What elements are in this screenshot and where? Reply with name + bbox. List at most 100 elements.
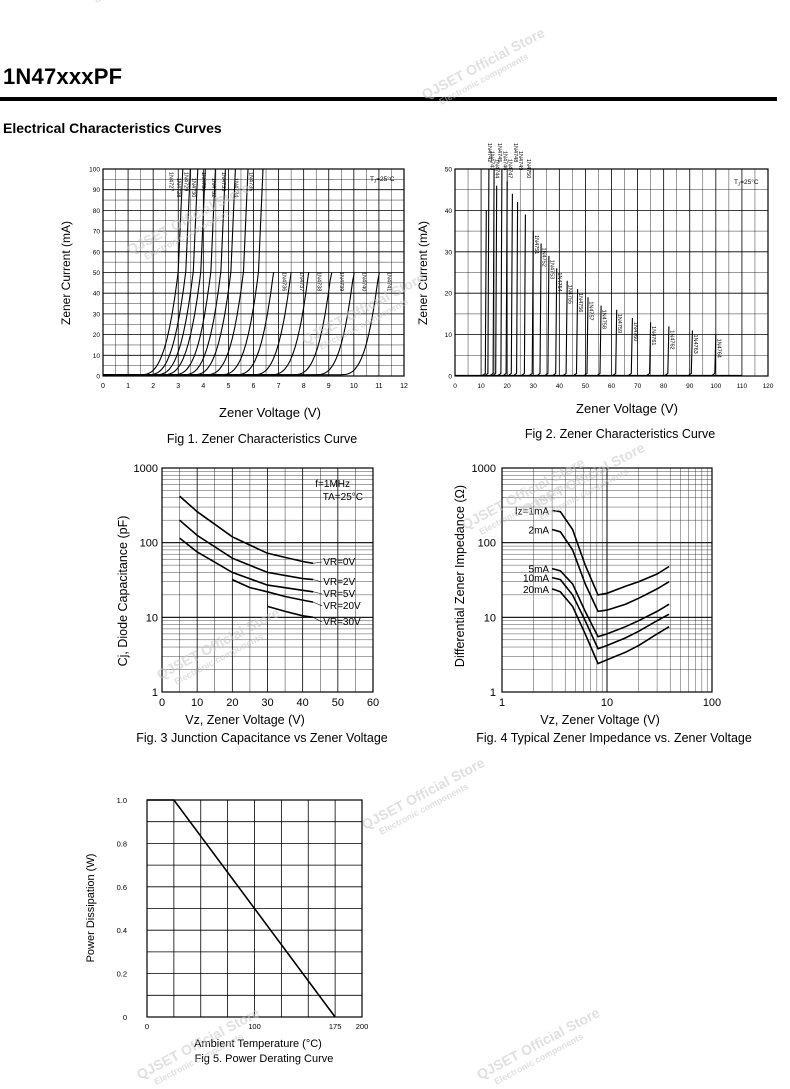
fig4-x-tick-label: 10 — [601, 697, 613, 709]
fig4-series-line — [551, 567, 670, 638]
fig4-y-axis-label: Differential Zener Impedance (Ω) — [453, 485, 467, 667]
fig3-y-tick-label: 10 — [146, 612, 158, 624]
fig2-series-line — [562, 280, 568, 376]
fig2-x-tick-label: 80 — [660, 383, 668, 390]
fig2-x-tick-label: 40 — [556, 383, 564, 390]
fig4-series-label: 20mA — [523, 585, 549, 596]
fig2-series-line — [646, 322, 652, 376]
fig2-series-line — [536, 243, 542, 376]
document-title: 1N47xxxPF — [3, 64, 123, 89]
fig4-x-tick-label: 100 — [703, 697, 721, 709]
fig2-x-tick-label: 10 — [477, 383, 485, 390]
fig2-series-label: 1N4757 — [588, 301, 594, 320]
fig1-x-tick-label: 7 — [277, 383, 281, 390]
fig3-series-label: VR=20V — [323, 601, 361, 612]
fig2-series-label: 1N4743 — [488, 151, 494, 170]
fig2-series-label: 1N4760 — [632, 322, 638, 341]
fig2-chart: 0 10 20 30 40 50 60 70 80 90 100 110 120 0 10 20 30 40 50 1… — [416, 143, 774, 441]
fig3-y-tick-label: 100 — [140, 538, 158, 550]
fig2-x-tick-label: 70 — [634, 383, 642, 390]
fig2-series-line — [628, 317, 633, 376]
fig2-series-label: 1N4755 — [567, 285, 573, 304]
fig2-series-label: 1N4754 — [556, 272, 562, 291]
fig3-chart: 0 10 20 30 40 50 601101001000VR=0VVR=2VVR=5VVR… — [116, 463, 388, 745]
fig2-series-line — [552, 268, 558, 376]
fig1-y-axis-label: Zener Current (mA) — [59, 221, 73, 325]
section-heading: Electrical Characteristics Curves — [3, 120, 222, 136]
fig1-y-tick-label: 20 — [93, 332, 101, 339]
fig2-series-line — [489, 168, 495, 376]
fig4-x-axis-label: Vz, Zener Voltage (V) — [540, 713, 660, 727]
fig1-x-tick-label: 9 — [327, 383, 331, 390]
fig2-series-line — [573, 289, 579, 376]
fig5-series-line — [147, 799, 336, 1018]
fig2-series-line — [508, 193, 513, 376]
watermark-tagline: Electronic components — [92, 0, 185, 5]
fig2-series-label: 1N4753 — [548, 260, 554, 279]
fig4-title: Fig. 4 Typical Zener Impedance vs. Zener… — [476, 731, 752, 745]
watermark-store: QJSET Official Store — [74, 0, 203, 1]
fig2-x-tick-label: 0 — [453, 383, 457, 390]
fig1-x-tick-label: 6 — [252, 383, 256, 390]
fig2-series-label: 1N4749 — [517, 151, 523, 170]
fig2-annotation: TJ=25°C — [734, 178, 759, 187]
fig2-y-tick-label: 0 — [448, 374, 452, 381]
fig2-frame — [454, 168, 769, 377]
fig4-series-label: 5mA — [529, 565, 550, 576]
fig3-x-axis-label: Vz, Zener Voltage (V) — [185, 713, 305, 727]
fig2-series-line — [711, 334, 717, 376]
watermark-store: QJSET Official Store — [474, 1004, 603, 1083]
fig1-x-axis-label: Zener Voltage (V) — [219, 405, 321, 420]
fig3-x-tick-label: 50 — [332, 697, 344, 709]
fig1-x-tick-label: 10 — [350, 383, 358, 390]
fig2-series-label: 1N4750 — [525, 159, 531, 178]
fig1-y-tick-label: 50 — [93, 270, 101, 277]
fig1-series-line — [103, 272, 333, 376]
fig1-series-label: 1N4730 — [190, 178, 196, 197]
fig5-x-tick-label: 175 — [329, 1022, 342, 1031]
fig1-series-label: 1N4727 — [167, 172, 173, 191]
fig5-x-tick-label: 200 — [356, 1022, 369, 1031]
fig3-y-tick-label: 1000 — [134, 463, 158, 475]
fig4-frame — [501, 467, 713, 693]
fig2-series-line — [484, 168, 490, 376]
fig2-x-tick-label: 60 — [608, 383, 616, 390]
fig1-series-label: 1N4734 — [233, 178, 239, 197]
fig1-y-tick-label: 40 — [93, 291, 101, 298]
fig1-series-label: 1N4731 — [200, 172, 206, 191]
fig1-y-tick-label: 90 — [93, 187, 101, 194]
fig1-chart: 0 1 2 3 4 5 6 7 8 9 10 11 1201020304050607080901001N… — [59, 167, 408, 447]
fig2-x-tick-label: 110 — [737, 383, 748, 390]
fig1-series-label: 1N4739 — [338, 272, 344, 291]
fig2-series-label: 1N4762 — [668, 330, 674, 349]
fig3-series-label: VR=30V — [323, 617, 361, 628]
fig2-y-tick-label: 50 — [445, 167, 453, 174]
fig3-title: Fig. 3 Junction Capacitance vs Zener Vol… — [136, 731, 388, 745]
fig5-chart: 0 100 175 200 0 0.2 0.4 0.6 0.8 1.0 Ambient Temper… — [85, 796, 368, 1065]
fig1-y-tick-label: 60 — [93, 249, 101, 256]
fig2-y-tick-label: 20 — [445, 291, 453, 298]
fig3-series-line — [179, 537, 314, 593]
fig4-series-label: 10mA — [523, 574, 549, 585]
fig2-series-label: 1N4748 — [512, 143, 518, 162]
fig2-x-tick-label: 90 — [686, 383, 694, 390]
fig2-series-line — [502, 181, 508, 376]
fig2-series-line — [544, 255, 550, 376]
fig1-y-tick-label: 30 — [93, 311, 101, 318]
fig4-x-tick-label: 1 — [499, 697, 505, 709]
fig3-series-line — [179, 519, 314, 581]
fig4-y-tick-label: 1 — [490, 687, 496, 699]
fig1-x-tick-label: 12 — [400, 383, 408, 390]
watermark-store: QJSET Official Store — [154, 604, 283, 683]
fig2-series-label: 1N4764 — [715, 339, 721, 358]
fig5-y-tick-label: 0.4 — [117, 926, 127, 935]
fig1-y-tick-label: 0 — [96, 374, 100, 381]
fig1-series-label: 1N4729 — [183, 172, 189, 191]
fig3-series-line — [231, 578, 314, 603]
fig5-y-tick-label: 0.8 — [117, 839, 127, 848]
